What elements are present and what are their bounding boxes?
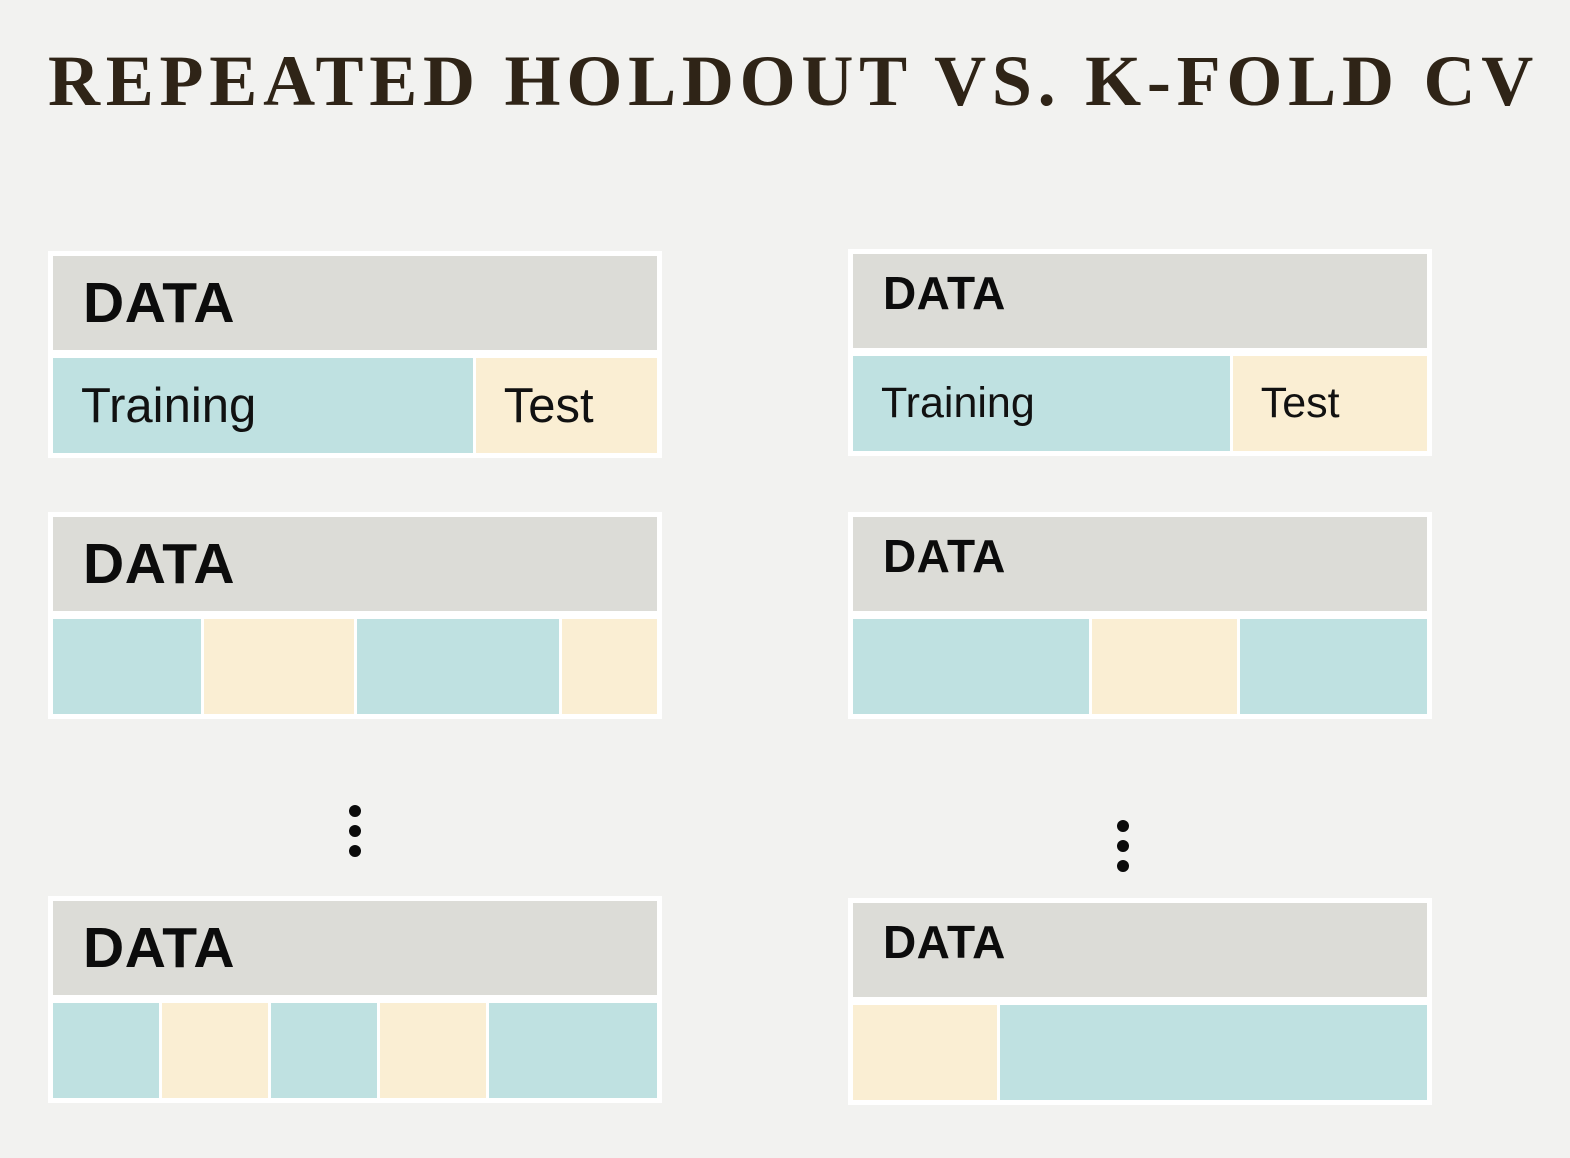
test-segment [1091, 619, 1237, 714]
test-segment [853, 1005, 997, 1100]
data-header: DATA [53, 256, 657, 350]
kfold-card-1: DATA Training Test [848, 249, 1432, 456]
data-header: DATA [853, 903, 1427, 997]
holdout-card-3: DATA [48, 896, 662, 1103]
data-header-label: DATA [883, 916, 1006, 968]
data-header: DATA [53, 901, 657, 995]
split-row: Training Test [53, 358, 657, 453]
training-segment [356, 619, 559, 714]
data-header: DATA [53, 517, 657, 611]
training-label: Training [881, 379, 1035, 427]
test-segment: Test [1232, 356, 1427, 451]
data-header: DATA [853, 517, 1427, 611]
training-segment: Training [53, 358, 473, 453]
data-header-label: DATA [883, 530, 1006, 582]
split-row [53, 619, 657, 714]
kfold-card-3: DATA [848, 898, 1432, 1105]
vertical-ellipsis-icon [1117, 820, 1129, 872]
training-segment [488, 1003, 658, 1098]
training-segment [271, 1003, 378, 1098]
training-segment [53, 619, 201, 714]
vertical-ellipsis-icon [349, 805, 361, 857]
data-header-label: DATA [83, 532, 236, 596]
split-row [853, 619, 1427, 714]
data-header: DATA [853, 254, 1427, 348]
test-segment [380, 1003, 486, 1098]
split-row [853, 1005, 1427, 1100]
holdout-card-2: DATA [48, 512, 662, 719]
training-segment [1239, 619, 1427, 714]
page-title: REPEATED HOLDOUT VS. K-FOLD CV [48, 41, 1539, 121]
data-header-label: DATA [883, 267, 1006, 319]
data-header-label: DATA [83, 271, 236, 335]
training-label: Training [81, 378, 257, 433]
holdout-card-1: DATA Training Test [48, 251, 662, 458]
test-label: Test [503, 378, 594, 433]
training-segment [999, 1005, 1427, 1100]
test-segment [161, 1003, 269, 1098]
kfold-card-2: DATA [848, 512, 1432, 719]
training-segment: Training [853, 356, 1230, 451]
test-label: Test [1260, 379, 1340, 427]
training-segment [53, 1003, 159, 1098]
split-row: Training Test [853, 356, 1427, 451]
test-segment: Test [475, 358, 657, 453]
test-segment [561, 619, 657, 714]
data-header-label: DATA [83, 916, 236, 980]
test-segment [203, 619, 354, 714]
training-segment [853, 619, 1089, 714]
split-row [53, 1003, 658, 1098]
